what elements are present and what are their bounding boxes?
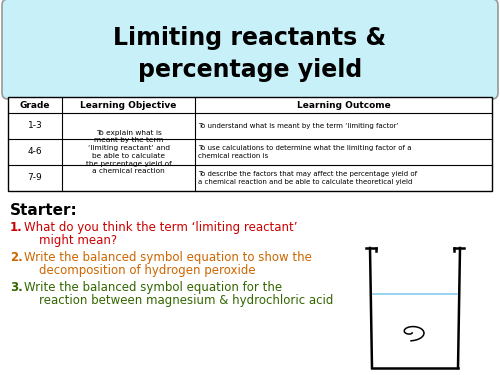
Text: Starter:: Starter: [10, 203, 78, 218]
FancyBboxPatch shape [2, 0, 498, 99]
Text: To understand what is meant by the term ‘limiting factor’: To understand what is meant by the term … [198, 123, 398, 129]
Text: What do you think the term ‘limiting reactant’: What do you think the term ‘limiting rea… [24, 221, 297, 234]
Text: decomposition of hydrogen peroxide: decomposition of hydrogen peroxide [24, 264, 256, 277]
Text: 7-9: 7-9 [28, 174, 42, 183]
Text: To explain what is
meant by the term
‘limiting reactant’ and
be able to calculat: To explain what is meant by the term ‘li… [86, 130, 172, 174]
Text: To describe the factors that may affect the percentage yield of
a chemical react: To describe the factors that may affect … [198, 171, 417, 185]
Text: 4-6: 4-6 [28, 147, 42, 156]
Text: 2.: 2. [10, 251, 23, 264]
Text: 3.: 3. [10, 281, 23, 294]
Text: 1-3: 1-3 [28, 122, 42, 130]
Text: Write the balanced symbol equation for the: Write the balanced symbol equation for t… [24, 281, 282, 294]
Text: Write the balanced symbol equation to show the: Write the balanced symbol equation to sh… [24, 251, 312, 264]
Text: To use calculations to determine what the limiting factor of a
chemical reaction: To use calculations to determine what th… [198, 145, 412, 159]
Text: reaction between magnesium & hydrochloric acid: reaction between magnesium & hydrochlori… [24, 294, 334, 307]
Text: Limiting reactants &: Limiting reactants & [114, 26, 386, 50]
Text: percentage yield: percentage yield [138, 58, 362, 82]
Text: Learning Objective: Learning Objective [80, 100, 176, 109]
Text: Grade: Grade [20, 100, 50, 109]
Text: Learning Outcome: Learning Outcome [296, 100, 390, 109]
Bar [8, 97, 492, 191]
Text: might mean?: might mean? [24, 234, 117, 247]
Text: 1.: 1. [10, 221, 23, 234]
